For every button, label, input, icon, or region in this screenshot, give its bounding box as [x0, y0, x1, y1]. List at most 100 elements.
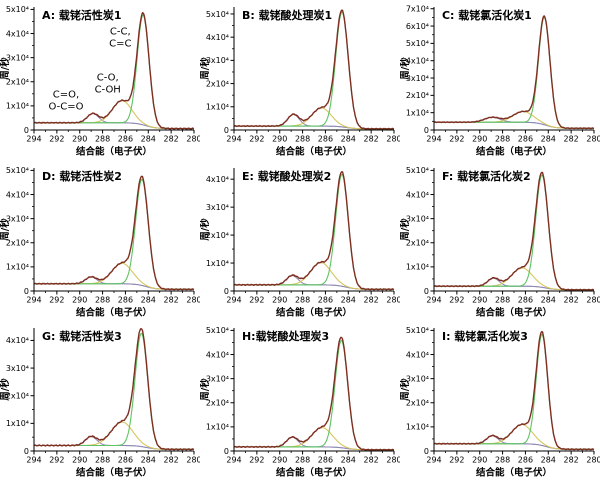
y-ticks: 0 1x10⁴ 2x10⁴ 3x10⁴ 4x10⁴ 5x10⁴ — [406, 166, 435, 295]
x-tick-label: 284 — [141, 134, 156, 143]
x-tick-label: 284 — [541, 134, 556, 143]
x-tick-label: 288 — [495, 134, 510, 143]
y-tick-label: 3x10⁴ — [406, 375, 429, 384]
x-tick-label: 284 — [341, 456, 356, 465]
x-tick-label: 294 — [26, 456, 41, 465]
y-tick-label: 0 — [24, 286, 29, 295]
x-tick-label: 292 — [49, 456, 64, 465]
x-tick-label: 288 — [95, 456, 110, 465]
peak-annotation: C-C, — [110, 27, 131, 38]
y-tick-label: 2x10⁴ — [6, 238, 29, 247]
x-tick-label: 284 — [341, 134, 356, 143]
panel-title: C: 载铑氯活化炭1 — [442, 8, 532, 22]
y-tick-label: 0 — [424, 286, 429, 295]
y-axis-title: 周/秒 — [200, 57, 211, 80]
curve-minor-peak — [34, 276, 194, 290]
curve-baseline — [434, 121, 594, 129]
y-tick-label: 2x10⁴ — [406, 91, 429, 100]
y-tick-label: 1x10⁴ — [206, 423, 229, 432]
x-tick-label: 282 — [564, 134, 579, 143]
y-axis-title: 周/秒 — [0, 217, 11, 240]
x-tick-label: 280 — [386, 295, 400, 304]
curve-main-peak — [234, 11, 394, 130]
panel-B-figure: 294 292 290 288 286 284 282 280 0 1x10⁴ 2x10⁴ 3x10⁴… — [200, 6, 400, 158]
panel-title: B: 载铑酸处理炭1 — [242, 8, 332, 22]
x-tick-label: 280 — [586, 134, 600, 143]
curve-minor-peak — [34, 113, 194, 130]
y-tick-label: 1x10⁴ — [6, 102, 29, 111]
y-tick-label: 2x10⁴ — [6, 392, 29, 401]
x-tick-label: 282 — [164, 134, 179, 143]
panel-A: 294 292 290 288 286 284 282 280 0 1x10⁴ 2x10⁴ 3x10⁴… — [0, 0, 200, 161]
curve-envelope — [33, 175, 195, 291]
x-tick-label: 286 — [518, 456, 533, 465]
y-tick-label: 1x10⁴ — [6, 262, 29, 271]
x-tick-label: 292 — [249, 456, 264, 465]
curve-main-peak — [34, 333, 194, 451]
y-tick-label: 2x10⁴ — [206, 231, 229, 240]
y-tick-label: 5x10⁴ — [6, 166, 29, 175]
curve-minor-peak — [34, 436, 194, 451]
y-tick-label: 4x10⁴ — [406, 351, 429, 360]
x-tick-label: 290 — [472, 456, 487, 465]
x-tick-label: 288 — [295, 295, 310, 304]
panel-C-figure: 294 292 290 288 286 284 282 280 0 1x10⁴ 2x10⁴ 3x10⁴… — [400, 5, 600, 158]
panel-F-figure: 294 292 290 288 286 284 282 280 0 1x10⁴ 2x10⁴ 3x10⁴… — [400, 166, 600, 318]
x-tick-label: 284 — [141, 456, 156, 465]
x-tick-label: 294 — [426, 134, 441, 143]
x-tick-label: 290 — [72, 295, 87, 304]
panel-C: 294 292 290 288 286 284 282 280 0 1x10⁴ 2x10⁴ 3x10⁴… — [400, 0, 600, 161]
y-tick-label: 4x10⁴ — [6, 29, 29, 38]
peak-annotation: C-OH — [95, 85, 121, 96]
x-tick-label: 284 — [541, 456, 556, 465]
panel-F: 294 292 290 288 286 284 282 280 0 1x10⁴ 2x10⁴ 3x10⁴… — [400, 161, 600, 322]
axis-lines — [33, 167, 194, 292]
y-tick-label: 4x10⁴ — [206, 351, 229, 360]
curve-envelope — [233, 170, 395, 291]
curve-envelope — [433, 331, 595, 451]
x-tick-label: 284 — [541, 295, 556, 304]
x-tick-label: 282 — [164, 456, 179, 465]
y-tick-label: 3x10⁴ — [6, 53, 29, 62]
x-ticks: 294 292 290 288 286 284 282 280 — [226, 129, 400, 143]
y-tick-label: 0 — [24, 126, 29, 135]
curve-secondary-peak — [434, 424, 594, 451]
y-tick-label: 3x10⁴ — [206, 375, 229, 384]
x-tick-label: 280 — [586, 295, 600, 304]
panel-title: F: 载铑氯活化炭2 — [442, 169, 531, 183]
x-ticks: 294 292 290 288 286 284 282 280 — [26, 290, 200, 304]
y-tick-label: 3x10⁴ — [206, 203, 229, 212]
y-axis-title: 周/秒 — [0, 57, 11, 80]
y-tick-label: 0 — [424, 126, 429, 135]
curve-envelope — [433, 15, 595, 130]
y-axis-title: 周/秒 — [0, 378, 11, 401]
y-tick-label: 3x10⁴ — [406, 74, 429, 83]
curve-envelope — [33, 328, 195, 451]
x-tick-label: 286 — [318, 456, 333, 465]
y-tick-label: 0 — [224, 286, 229, 295]
x-tick-label: 292 — [49, 295, 64, 304]
x-tick-label: 292 — [449, 134, 464, 143]
x-axis-title: 结合能（电子伏） — [475, 146, 552, 158]
x-axis-title: 结合能（电子伏） — [475, 306, 552, 318]
y-tick-label: 0 — [224, 447, 229, 456]
y-tick-label: 4x10⁴ — [206, 175, 229, 184]
y-tick-label: 3x10⁴ — [6, 364, 29, 373]
y-tick-label: 2x10⁴ — [406, 238, 429, 247]
curve-minor-peak — [434, 277, 594, 290]
y-tick-label: 5x10⁴ — [406, 166, 429, 175]
y-axis-title: 周/秒 — [200, 217, 211, 240]
x-tick-label: 290 — [472, 134, 487, 143]
panel-B: 294 292 290 288 286 284 282 280 0 1x10⁴ 2x10⁴ 3x10⁴… — [200, 0, 400, 161]
x-tick-label: 280 — [386, 456, 400, 465]
panel-title: I: 载铑氯活化炭3 — [442, 329, 528, 343]
panel-title: A: 载铑活性炭1 — [42, 8, 122, 22]
x-ticks: 294 292 290 288 286 284 282 280 — [426, 451, 600, 465]
curve-baseline — [34, 122, 194, 130]
y-ticks: 0 1x10⁴ 2x10⁴ 3x10⁴ 4x10⁴ 5x10⁴ — [6, 166, 35, 295]
y-axis-title: 周/秒 — [400, 217, 411, 240]
x-tick-label: 292 — [249, 295, 264, 304]
y-tick-label: 1x10⁴ — [406, 423, 429, 432]
y-tick-label: 2x10⁴ — [406, 399, 429, 408]
x-tick-label: 292 — [449, 295, 464, 304]
